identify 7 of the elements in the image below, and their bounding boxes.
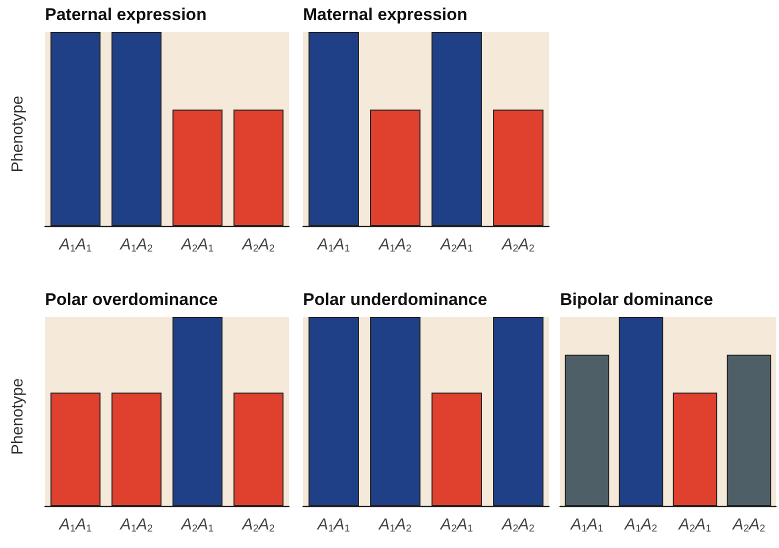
y-axis-title: Phenotype (10, 96, 26, 172)
chart-title: Bipolar dominance (560, 290, 714, 309)
chart-title: Maternal expression (303, 5, 468, 24)
chart-title: Paternal expression (45, 5, 207, 24)
y-axis-title: Phenotype (10, 378, 26, 455)
chart-title: Polar underdominance (303, 290, 488, 309)
chart-title: Polar overdominance (45, 290, 218, 309)
